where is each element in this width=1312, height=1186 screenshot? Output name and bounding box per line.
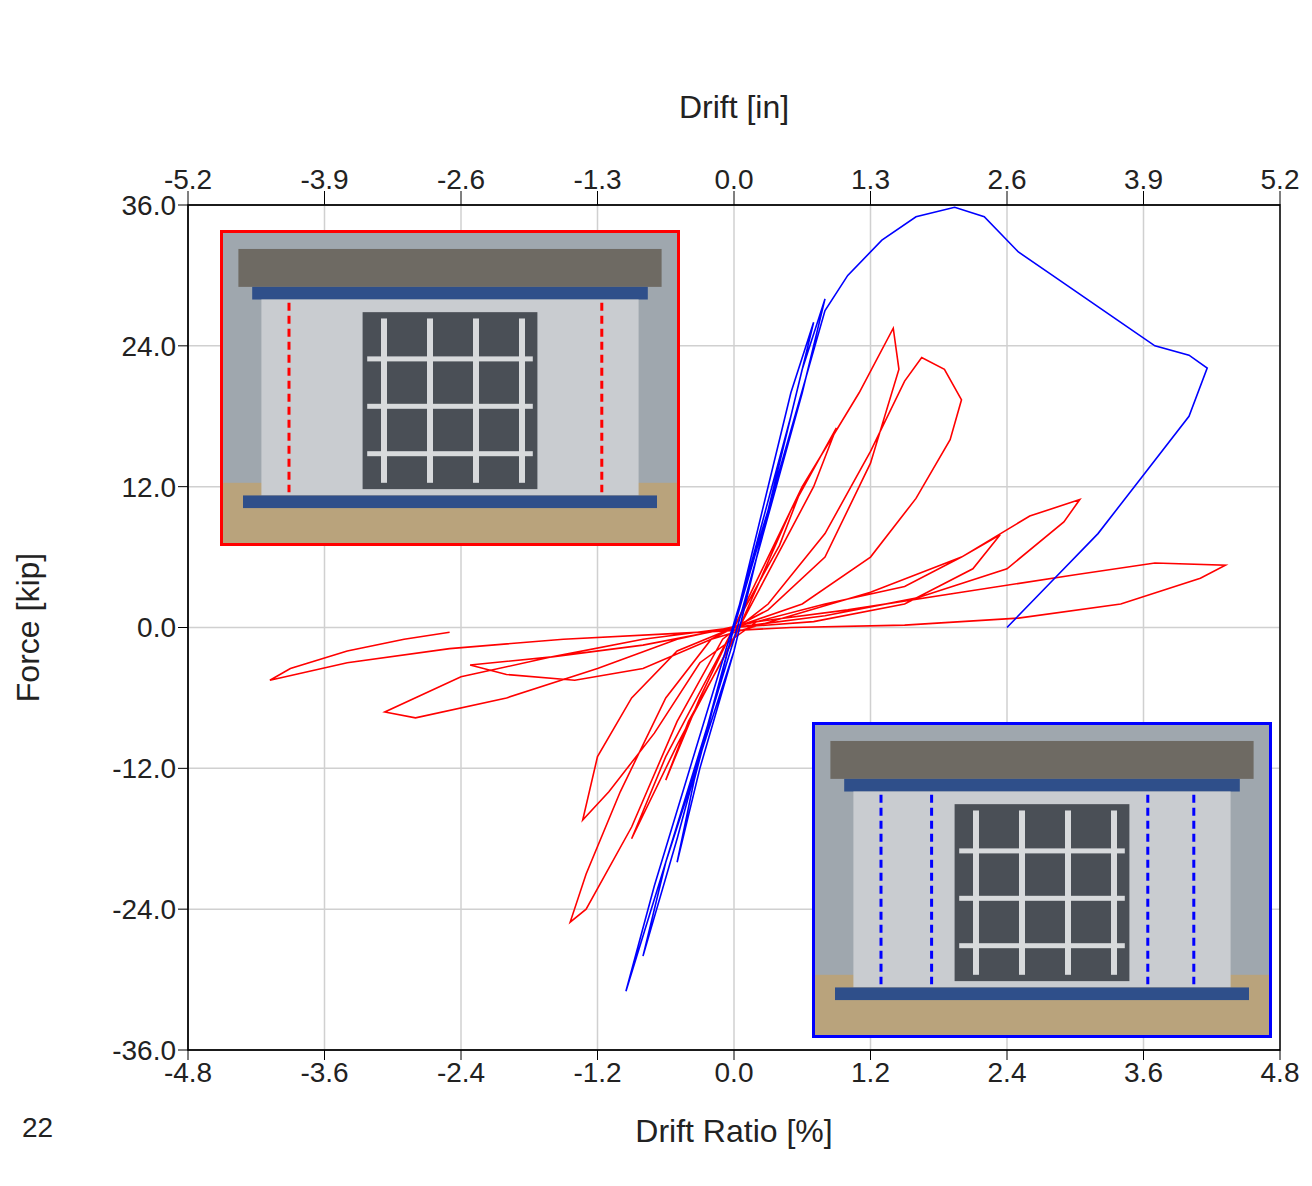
svg-text:3.9: 3.9 (1124, 164, 1163, 195)
svg-text:-3.9: -3.9 (300, 164, 348, 195)
svg-text:1.3: 1.3 (851, 164, 890, 195)
svg-text:2.6: 2.6 (988, 164, 1027, 195)
svg-text:-3.6: -3.6 (300, 1057, 348, 1088)
svg-text:Force [kip]: Force [kip] (10, 553, 46, 702)
html-text:22: 22 (22, 1112, 54, 1143)
svg-text:-4.8: -4.8 (163, 1056, 213, 1088)
svg-text:-1.2: -1.2 (573, 1057, 621, 1088)
svg-text:Drift [in]: Drift [in] (679, 89, 789, 125)
svg-text:-2.6: -2.6 (437, 164, 485, 195)
svg-text:-2.4: -2.4 (437, 1057, 485, 1088)
svg-text:5.2: 5.2 (1261, 164, 1300, 195)
svg-text:-1.3: -1.3 (573, 164, 621, 195)
svg-text:24.0: 24.0 (122, 331, 177, 362)
svg-text:36.0: 36.0 (122, 190, 177, 221)
svg-text:4.8: 4.8 (1261, 1057, 1300, 1088)
svg-text:2.4: 2.4 (988, 1057, 1027, 1088)
svg-text:0.0: 0.0 (715, 164, 754, 195)
svg-text:12.0: 12.0 (122, 472, 177, 503)
svg-text:0.0: 0.0 (137, 612, 176, 643)
svg-text:Drift Ratio [%]: Drift Ratio [%] (635, 1113, 832, 1149)
svg-text:-36.0: -36.0 (112, 1035, 176, 1066)
svg-text:-24.0: -24.0 (112, 894, 176, 925)
svg-text:1.2: 1.2 (851, 1057, 890, 1088)
svg-text:-12.0: -12.0 (112, 753, 176, 784)
svg-text:-5.2: -5.2 (163, 164, 213, 195)
svg-text:0.0: 0.0 (715, 1057, 754, 1088)
svg-text:3.6: 3.6 (1124, 1057, 1163, 1088)
